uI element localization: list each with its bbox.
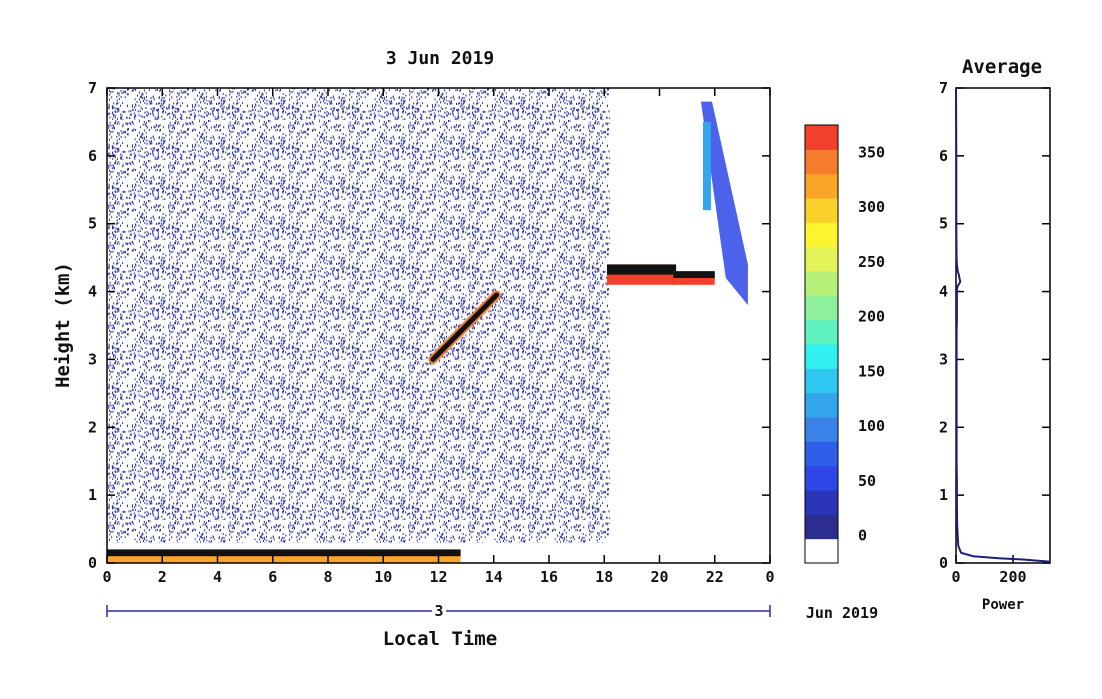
average-y-tick-label: 6	[939, 147, 948, 165]
colorbar-swatch	[805, 514, 838, 540]
x-tick-label: 0	[102, 568, 111, 586]
colorbar-swatch	[805, 490, 838, 515]
y-tick-label: 3	[88, 350, 97, 368]
colorbar-swatch	[805, 417, 838, 442]
colorbar-swatch	[805, 295, 838, 321]
x-tick-label: 20	[650, 568, 668, 586]
colorbar-swatch	[805, 149, 838, 175]
x-tick-label: 0	[765, 568, 774, 586]
average-y-tick-label: 7	[939, 79, 948, 97]
colorbar-swatch	[805, 465, 838, 491]
colorbar-tick-label: 350	[858, 143, 885, 161]
colorbar-swatch	[805, 173, 838, 199]
feature-high-cloud	[700, 101, 748, 306]
x-tick-label: 8	[323, 568, 332, 586]
colorbar-tick-label: 0	[858, 527, 867, 545]
average-y-tick-label: 3	[939, 350, 948, 368]
feature-cloud-layer	[673, 271, 715, 285]
feature-cloud-layer	[607, 264, 677, 285]
feature-rising-cloud-layer	[428, 290, 502, 364]
colorbar-swatch	[805, 344, 838, 369]
x-axis-label: Local Time	[383, 628, 497, 650]
x-tick-label: 16	[540, 568, 558, 586]
x-tick-label: 2	[158, 568, 167, 586]
average-y-tick-label: 4	[939, 283, 948, 301]
y-axis-label: Height (km)	[52, 262, 74, 388]
y-tick-label: 1	[88, 486, 97, 504]
x-tick-label: 18	[595, 568, 613, 586]
colorbar-tick-label: 300	[858, 198, 885, 216]
date-bar-day: 3	[434, 602, 443, 620]
heatmap-area	[107, 88, 748, 563]
x-axis: 0 2 4 6 8 10 12 14 16 18 20 22 0	[102, 88, 775, 586]
average-x-label: Power	[982, 597, 1024, 613]
date-bar-gap	[432, 604, 446, 618]
x-tick-label: 10	[374, 568, 392, 586]
average-y-tick-label: 1	[939, 486, 948, 504]
colorbar-tick-label: 250	[858, 253, 885, 271]
colorbar-swatch	[805, 319, 838, 345]
average-y-tick-label: 2	[939, 418, 948, 436]
colorbar-tick-label: 150	[858, 362, 885, 380]
colorbar-tick-label: 100	[858, 417, 885, 435]
colorbar-swatch	[805, 246, 838, 272]
colorbar-swatch	[805, 441, 838, 467]
x-tick-label: 4	[213, 568, 222, 586]
y-tick-label: 7	[88, 79, 97, 97]
colorbar: 0 50 100 150 200 250 300 350	[804, 124, 885, 564]
y-tick-label: 2	[88, 418, 97, 436]
y-tick-label: 0	[88, 554, 97, 572]
y-tick-label: 4	[88, 283, 97, 301]
colorbar-swatch	[805, 538, 838, 564]
colorbar-tick-label: 50	[858, 472, 876, 490]
y-tick-label: 5	[88, 215, 97, 233]
noise-speckle	[107, 88, 610, 543]
colorbar-swatch	[805, 271, 838, 296]
date-bar: 3 Jun 2019	[106, 602, 878, 622]
average-title: Average	[962, 56, 1042, 78]
chart-title: 3 Jun 2019	[386, 48, 494, 69]
average-y-tick-label: 5	[939, 215, 948, 233]
average-x-tick-label: 200	[999, 568, 1026, 586]
colorbar-swatch	[805, 368, 838, 394]
average-x-tick-label: 0	[951, 568, 960, 586]
average-power-line	[955, 87, 1051, 563]
feature-surface-layer	[107, 549, 461, 563]
x-tick-label: 22	[706, 568, 724, 586]
x-tick-label: 12	[429, 568, 447, 586]
colorbar-swatch	[805, 222, 838, 248]
y-tick-label: 6	[88, 147, 97, 165]
colorbar-swatch	[805, 392, 838, 418]
average-y-tick-label: 0	[939, 554, 948, 572]
colorbar-tick-label: 200	[858, 308, 885, 326]
colorbar-swatch	[805, 125, 838, 150]
y-axis: 0 1 2 3 4 5 6 7	[88, 79, 770, 572]
date-bar-month-year: Jun 2019	[806, 604, 878, 622]
average-frame	[955, 87, 1051, 564]
colorbar-swatch	[805, 198, 838, 223]
x-tick-label: 6	[268, 568, 277, 586]
x-tick-label: 14	[485, 568, 503, 586]
